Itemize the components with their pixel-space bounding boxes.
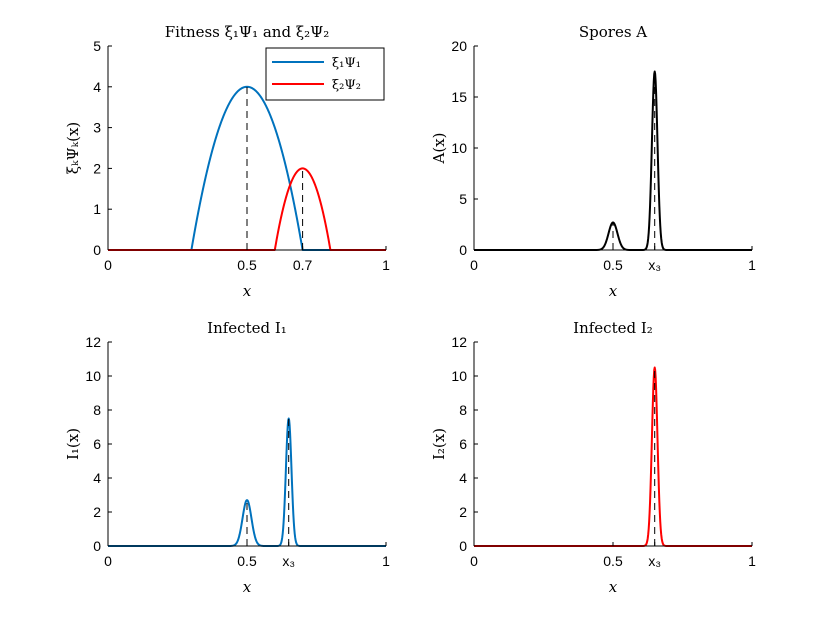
y-tick-label: 6 — [459, 436, 467, 452]
series-line-1 — [473, 366, 753, 547]
series-line-1 — [107, 417, 387, 547]
subplot-3: Infected I₁ 0 2 4 6 8 10 12 0 0.5 x₃ 1 x I₁(x) — [64, 319, 390, 596]
y-axis-label: I₂(x) — [430, 428, 448, 460]
y-axis-label: A(x) — [430, 133, 448, 165]
y-tick-label: 2 — [93, 160, 101, 176]
y-tick-label: 15 — [451, 89, 467, 105]
x-axis-label: x — [609, 282, 618, 300]
legend: ξ₁Ψ₁ ξ₂Ψ₂ — [265, 47, 385, 101]
x-tick-label: 1 — [748, 257, 756, 273]
plot-title: Infected I₁ — [207, 319, 287, 337]
legend-entry-1: ξ₁Ψ₁ — [332, 56, 361, 71]
plot-title: Fitness ξ₁Ψ₁ and ξ₂Ψ₂ — [165, 23, 330, 41]
subplot-4: Infected I₂ 0 2 4 6 8 10 12 0 0.5 x₃ 1 x I₂(x) — [430, 319, 756, 596]
y-tick-label: 6 — [93, 436, 101, 452]
x-tick-label: 0 — [104, 257, 112, 273]
x-tick-label: 1 — [382, 257, 390, 273]
x-tick-label: x₃ — [648, 553, 661, 569]
x-tick-label: x₃ — [648, 257, 661, 273]
y-tick-label: 5 — [459, 191, 467, 207]
x-tick-label: 1 — [748, 553, 756, 569]
subplot-2: Spores A 0 5 10 15 20 0 0.5 x₃ 1 x A(x) — [430, 23, 756, 300]
y-tick-label: 0 — [93, 538, 101, 554]
subplot-1: Fitness ξ₁Ψ₁ and ξ₂Ψ₂ 0 1 2 3 4 5 0 0.5 0.7 1 x ξₖΨₖ… — [64, 23, 390, 300]
legend-entry-2: ξ₂Ψ₂ — [332, 78, 361, 93]
x-tick-label: 0 — [104, 553, 112, 569]
y-tick-label: 10 — [451, 368, 467, 384]
x-tick-label: 0.5 — [237, 553, 257, 569]
x-tick-label: 1 — [382, 553, 390, 569]
y-tick-label: 0 — [93, 242, 101, 258]
y-axis-label: ξₖΨₖ(x) — [64, 122, 82, 175]
y-tick-label: 8 — [459, 402, 467, 418]
y-tick-label: 4 — [459, 470, 467, 486]
y-tick-label: 4 — [93, 79, 101, 95]
plot-title: Infected I₂ — [573, 319, 653, 337]
y-tick-label: 10 — [85, 368, 101, 384]
y-tick-label: 1 — [93, 201, 101, 217]
y-tick-label: 3 — [93, 120, 101, 136]
y-tick-label: 2 — [93, 504, 101, 520]
y-tick-label: 10 — [451, 140, 467, 156]
x-tick-label: x₃ — [282, 553, 295, 569]
x-tick-label: 0.5 — [603, 257, 623, 273]
x-axis-label: x — [243, 282, 252, 300]
x-tick-label: 0 — [470, 257, 478, 273]
x-tick-label: 0.5 — [237, 257, 257, 273]
y-tick-label: 20 — [451, 38, 467, 54]
x-tick-label: 0.5 — [603, 553, 623, 569]
y-tick-label: 8 — [93, 402, 101, 418]
x-axis-label: x — [609, 578, 618, 596]
y-tick-label: 12 — [451, 334, 467, 350]
y-tick-label: 0 — [459, 538, 467, 554]
plot-title: Spores A — [579, 23, 647, 41]
y-tick-label: 5 — [93, 38, 101, 54]
y-tick-label: 2 — [459, 504, 467, 520]
x-tick-label: 0.7 — [293, 257, 313, 273]
y-tick-label: 12 — [85, 334, 101, 350]
y-tick-label: 0 — [459, 242, 467, 258]
y-axis-label: I₁(x) — [64, 428, 82, 460]
x-tick-label: 0 — [470, 553, 478, 569]
x-axis-label: x — [243, 578, 252, 596]
legend-box — [265, 47, 385, 101]
y-tick-label: 4 — [93, 470, 101, 486]
